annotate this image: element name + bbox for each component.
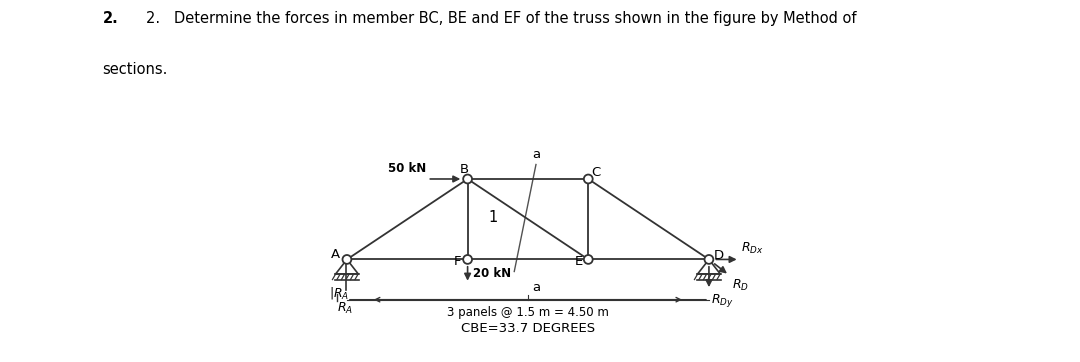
Circle shape — [584, 174, 593, 184]
Text: D: D — [714, 249, 724, 262]
Text: F: F — [455, 254, 461, 268]
Text: 2.   Determine the forces in member BC, BE and EF of the truss shown in the figu: 2. Determine the forces in member BC, BE… — [146, 11, 856, 26]
Text: sections.: sections. — [103, 62, 168, 76]
Text: 2.: 2. — [103, 11, 119, 26]
Circle shape — [584, 255, 593, 264]
Text: $R_D$: $R_D$ — [731, 278, 748, 293]
Text: CBE=33.7 DEGREES: CBE=33.7 DEGREES — [461, 322, 595, 335]
Text: $R_{Dx}$: $R_{Dx}$ — [741, 241, 764, 256]
Text: B: B — [460, 163, 469, 176]
Circle shape — [463, 174, 472, 184]
Text: E: E — [575, 254, 583, 268]
Text: $R_{Dy}$: $R_{Dy}$ — [712, 292, 734, 309]
Circle shape — [342, 255, 351, 264]
Text: 3 panels @ 1.5 m = 4.50 m: 3 panels @ 1.5 m = 4.50 m — [447, 306, 609, 319]
Text: $|R_A$: $|R_A$ — [329, 285, 350, 301]
Text: C: C — [592, 166, 600, 179]
Circle shape — [704, 255, 714, 264]
Text: 1: 1 — [489, 210, 498, 225]
Text: 50 kN: 50 kN — [388, 162, 426, 175]
Text: a: a — [532, 148, 541, 161]
Text: a: a — [532, 281, 541, 294]
Text: 20 kN: 20 kN — [473, 266, 511, 279]
Circle shape — [463, 255, 472, 264]
Text: $R_A$: $R_A$ — [337, 301, 353, 316]
Text: A: A — [332, 248, 340, 261]
